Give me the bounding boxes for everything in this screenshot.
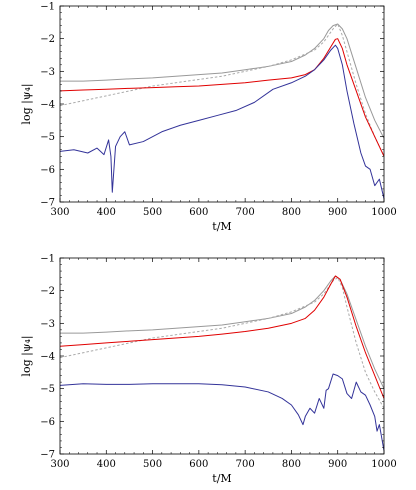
- x-tick-label: 800: [282, 207, 301, 218]
- plot-frame: [59, 5, 385, 203]
- series-line: [60, 275, 384, 399]
- y-tick-label: −6: [40, 165, 55, 176]
- y-tick-label: −4: [40, 100, 55, 111]
- top-panel: 300 400 500 600 700 800 900 1000 −1 −2 −3 −4 −5 −6 −7 t…: [20, 2, 397, 234]
- series-line: [60, 23, 384, 157]
- x-axis-label: t/M: [212, 472, 231, 485]
- y-tick-label: −3: [40, 67, 55, 78]
- series-line: [60, 277, 384, 409]
- y-tick-label: −1: [40, 2, 55, 13]
- x-tick-label: 900: [328, 459, 347, 470]
- bottom-panel: 300 400 500 600 700 800 900 1000 −1 −2 −3 −4 −5 −6 −7 t…: [20, 254, 397, 486]
- y-tick-label: −2: [40, 286, 55, 297]
- y-tick-label: −7: [40, 450, 55, 461]
- y-tick-label: −2: [40, 34, 55, 45]
- series-line: [60, 23, 384, 139]
- x-tick-label: 600: [189, 459, 208, 470]
- y-tick-label: −5: [40, 132, 55, 143]
- x-tick-label: 300: [50, 207, 69, 218]
- x-tick-label: 500: [143, 207, 162, 218]
- y-tick-label: −5: [40, 384, 55, 395]
- plot-frame: [59, 257, 385, 455]
- x-tick-label: 800: [282, 459, 301, 470]
- y-axis-label: log |ψ₄|: [20, 335, 34, 376]
- series-line: [60, 44, 384, 199]
- y-tick-label: −6: [40, 417, 55, 428]
- x-tick-label: 1000: [371, 207, 396, 218]
- x-tick-label: 500: [143, 459, 162, 470]
- x-axis-label: t/M: [212, 220, 231, 233]
- x-tick-label: 1000: [371, 459, 396, 470]
- x-tick-label: 600: [189, 207, 208, 218]
- series-line: [60, 275, 384, 389]
- series-line: [60, 38, 384, 157]
- x-tick-label: 400: [97, 459, 116, 470]
- y-tick-label: −1: [40, 254, 55, 265]
- y-tick-label: −4: [40, 352, 55, 363]
- x-tick-label: 400: [97, 207, 116, 218]
- x-tick-label: 900: [328, 207, 347, 218]
- series-line: [60, 373, 384, 451]
- x-tick-label: 700: [236, 207, 255, 218]
- x-tick-label: 300: [50, 459, 69, 470]
- y-axis-label: log |ψ₄|: [20, 83, 34, 124]
- y-tick-label: −7: [40, 198, 55, 209]
- x-tick-label: 700: [236, 459, 255, 470]
- y-tick-label: −3: [40, 319, 55, 330]
